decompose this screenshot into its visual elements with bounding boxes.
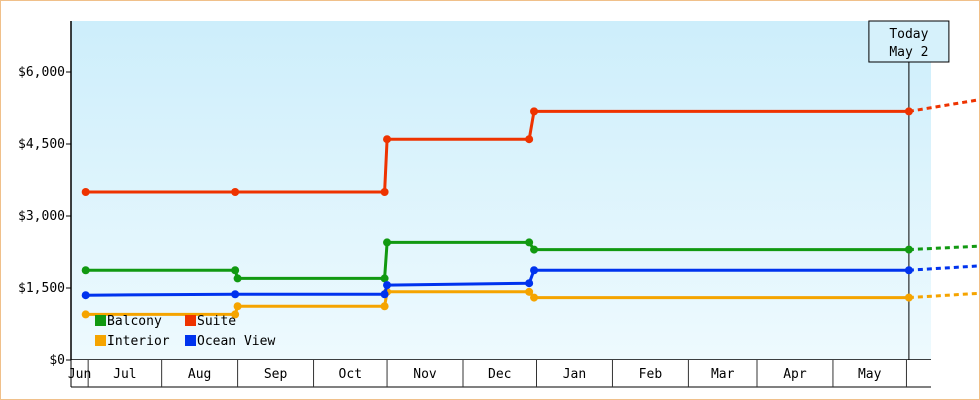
x-tick-label: Oct xyxy=(339,367,362,382)
data-point[interactable] xyxy=(380,302,389,311)
x-tick-label: Mar xyxy=(711,367,735,382)
data-point[interactable] xyxy=(231,188,240,196)
x-tick-label: Jan xyxy=(563,367,586,382)
data-point[interactable] xyxy=(233,274,242,283)
today-box xyxy=(868,20,950,63)
legend-label: Ocean View xyxy=(197,334,275,349)
data-point[interactable] xyxy=(233,302,242,311)
data-point[interactable] xyxy=(383,135,392,144)
x-label-row xyxy=(71,360,931,387)
y-tick-label: $6,000 xyxy=(18,65,65,80)
data-point[interactable] xyxy=(383,238,392,247)
forecast-line xyxy=(908,264,979,272)
data-point[interactable] xyxy=(525,287,534,296)
legend-label: Suite xyxy=(197,314,236,329)
data-point[interactable] xyxy=(380,290,389,299)
x-tick-label: Dec xyxy=(488,367,511,382)
data-point[interactable] xyxy=(904,266,913,275)
forecast-line xyxy=(908,98,979,113)
legend-label: Balcony xyxy=(107,314,162,329)
y-tick-label: $1,500 xyxy=(18,281,65,296)
x-tick-label: May xyxy=(858,367,882,382)
data-point[interactable] xyxy=(530,245,539,254)
x-tick-label: Jun xyxy=(68,367,91,382)
data-point[interactable] xyxy=(81,188,90,196)
y-tick-label: $3,000 xyxy=(18,209,65,224)
data-point[interactable] xyxy=(530,293,539,302)
today-date-label: May 2 xyxy=(889,45,928,60)
legend-swatch xyxy=(95,315,106,326)
data-point[interactable] xyxy=(525,238,534,247)
data-point[interactable] xyxy=(231,310,240,319)
data-point[interactable] xyxy=(231,290,240,299)
legend-label: Interior xyxy=(107,334,170,349)
data-point[interactable] xyxy=(380,188,389,196)
x-tick-label: Feb xyxy=(639,367,663,382)
today-label: Today xyxy=(889,27,928,42)
y-tick-label: $0 xyxy=(49,353,65,368)
data-point[interactable] xyxy=(525,135,534,144)
data-point[interactable] xyxy=(530,107,539,116)
x-tick-label: Sep xyxy=(264,367,288,382)
x-tick-label: Jul xyxy=(113,367,136,382)
x-tick-label: Nov xyxy=(413,367,437,382)
forecast-line xyxy=(908,291,979,300)
data-point[interactable] xyxy=(81,310,90,319)
data-point[interactable] xyxy=(231,266,240,275)
legend-swatch xyxy=(185,315,196,326)
x-tick-label: Apr xyxy=(783,367,807,382)
y-tick-label: $4,500 xyxy=(18,137,65,152)
data-point[interactable] xyxy=(530,266,539,275)
data-point[interactable] xyxy=(380,274,389,283)
x-tick-label: Aug xyxy=(188,367,211,382)
forecast-line xyxy=(908,244,979,252)
data-point[interactable] xyxy=(81,291,90,300)
data-point[interactable] xyxy=(81,266,90,275)
data-point[interactable] xyxy=(525,279,534,288)
data-point[interactable] xyxy=(383,281,392,290)
legend-swatch xyxy=(95,335,106,346)
legend-swatch xyxy=(185,335,196,346)
